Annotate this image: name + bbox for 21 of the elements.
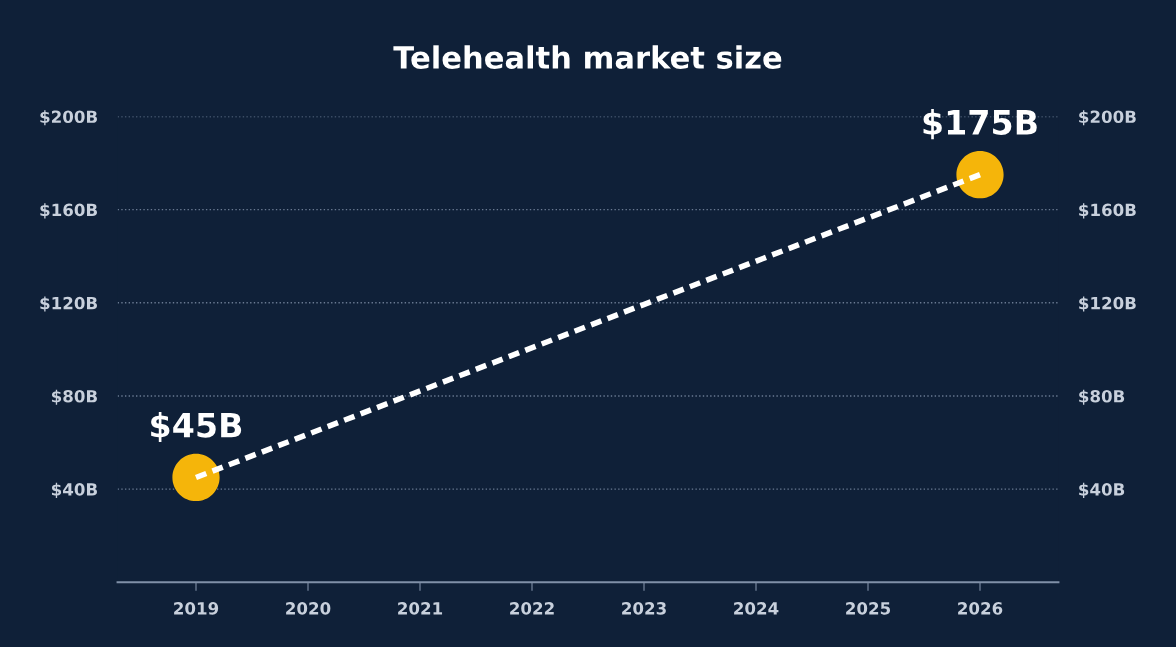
data-label: $175B: [923, 109, 1037, 140]
y-tick-label: $160B: [40, 203, 97, 219]
x-tick-label: 2023: [622, 602, 666, 615]
y-tick-label: $40B: [51, 482, 97, 498]
y-tick-label: $120B: [40, 296, 97, 312]
y2-tick-label: $200B: [1079, 110, 1136, 126]
x-tick-label: 2020: [286, 602, 331, 615]
y2-tick-label: $40B: [1079, 482, 1125, 498]
y2-tick-label: $160B: [1079, 203, 1136, 219]
x-tick-label: 2021: [398, 602, 443, 615]
chart-title: Telehealth market size: [393, 45, 782, 69]
y2-tick-label: $120B: [1079, 296, 1136, 312]
y-tick-label: $200B: [40, 110, 97, 126]
x-tick-label: 2022: [510, 602, 554, 615]
x-tick-label: 2026: [958, 602, 1003, 615]
x-tick-label: 2019: [174, 602, 219, 615]
y2-tick-label: $80B: [1079, 389, 1125, 405]
x-tick-label: 2025: [846, 602, 891, 615]
data-label: $45B: [151, 411, 242, 443]
x-tick-label: 2024: [734, 602, 779, 615]
y-tick-label: $80B: [51, 389, 97, 405]
